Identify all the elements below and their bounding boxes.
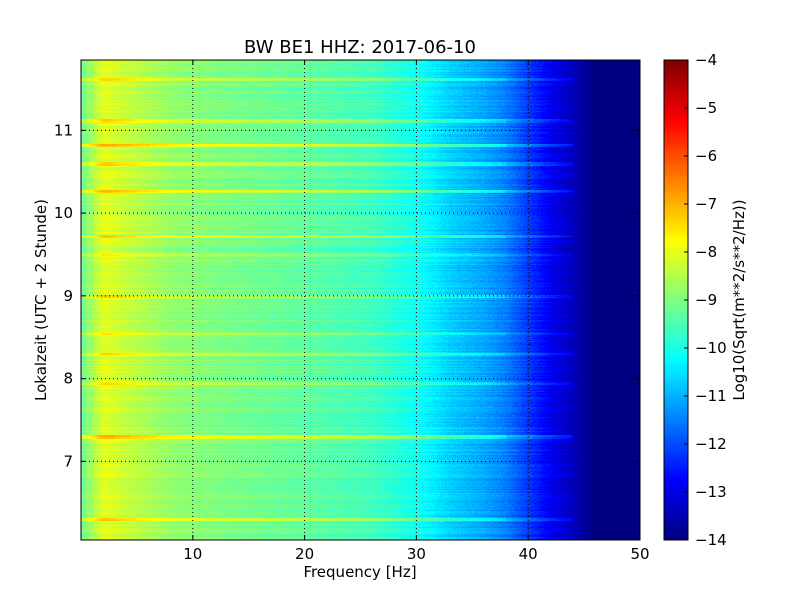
- colorbar-tick-label: −9: [695, 291, 717, 309]
- grid-lines: [81, 60, 640, 540]
- y-tick-label: 8: [63, 370, 73, 388]
- x-tick-label: 50: [630, 545, 649, 563]
- colorbar-tick-label: −10: [695, 339, 727, 357]
- colorbar-tick-label: −13: [695, 483, 727, 501]
- axes: 10 20 30 40 50 7 8 9 10 11: [54, 60, 650, 563]
- y-tick-label: 7: [63, 452, 73, 470]
- colorbar-tick-label: −14: [695, 531, 727, 549]
- x-tick-label: 30: [407, 545, 426, 563]
- colorbar-tick-label: −6: [695, 147, 717, 165]
- colorbar-label: Log10(Sqrt(m**2/s**2/Hz)): [730, 199, 748, 400]
- y-tick-label: 10: [54, 204, 73, 222]
- colorbar-tick-label: −5: [695, 99, 717, 117]
- plot-frame: [80, 59, 641, 541]
- colorbar-tick-label: −7: [695, 195, 717, 213]
- y-axis-label: Lokalzeit (UTC + 2 Stunde): [32, 199, 50, 401]
- colorbar-tick-label: −4: [695, 51, 717, 69]
- x-tick-label: 10: [183, 545, 202, 563]
- x-tick-label: 40: [519, 545, 538, 563]
- colorbar-axis: −4 −5 −6 −7 −8 −9 −10 −11 −12 −13 −14: [684, 51, 727, 549]
- spectrogram-heatmap: [81, 60, 640, 540]
- y-tick-label: 9: [63, 287, 73, 305]
- x-tick-label: 20: [295, 545, 314, 563]
- colorbar-tick-label: −12: [695, 435, 727, 453]
- colorbar-tick-label: −11: [695, 387, 727, 405]
- y-tick-label: 11: [54, 121, 73, 139]
- x-axis-label: Frequency [Hz]: [303, 563, 416, 581]
- colorbar-tick-label: −8: [695, 243, 717, 261]
- chart-title: BW BE1 HHZ: 2017-06-10: [244, 37, 476, 58]
